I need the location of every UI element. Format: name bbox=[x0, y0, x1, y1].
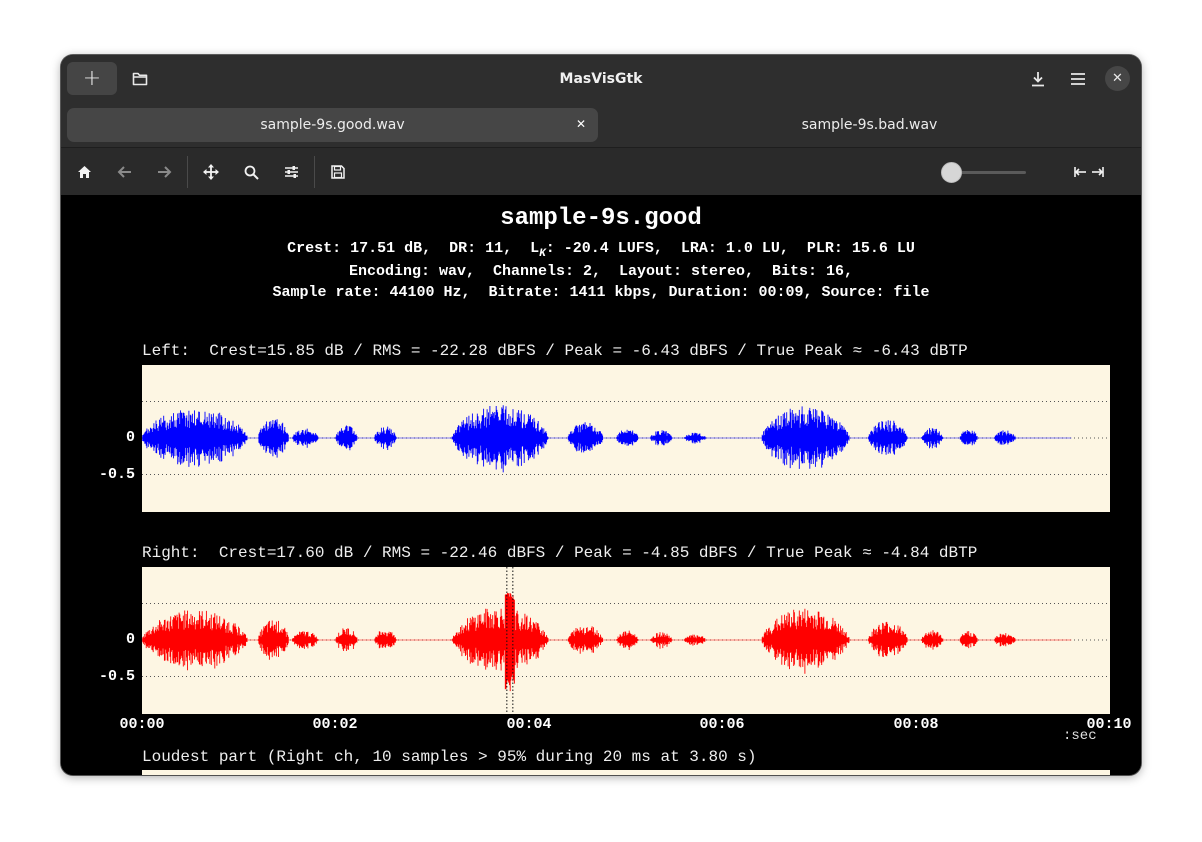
loudest-part-plot[interactable] bbox=[142, 770, 1110, 775]
plot-canvas[interactable]: sample-9s.good Crest: 17.51 dB, DR: 11, … bbox=[61, 195, 1141, 775]
left-waveform-trace bbox=[142, 405, 1072, 473]
xtick-2: 00:04 bbox=[506, 716, 552, 733]
home-icon bbox=[77, 166, 91, 178]
new-window-button[interactable]: + bbox=[67, 62, 117, 95]
summary-text-a: Crest: 17.51 dB, DR: 11, L bbox=[287, 240, 540, 257]
tab-sample-bad[interactable]: sample-9s.bad.wav bbox=[604, 108, 1135, 142]
header-bar: + MasVisGtk ✕ bbox=[61, 55, 1141, 102]
right-waveform-trace bbox=[142, 592, 1072, 692]
tab-label: sample-9s.good.wav bbox=[260, 117, 405, 133]
home-button[interactable] bbox=[69, 158, 99, 186]
left-channel-plot[interactable] bbox=[142, 365, 1110, 512]
zoom-slider-track[interactable] bbox=[943, 171, 1026, 174]
toolbar-separator bbox=[187, 156, 188, 188]
toolbar-separator bbox=[314, 156, 315, 188]
window-title: MasVisGtk bbox=[61, 55, 1141, 102]
x-unit-label: :sec bbox=[1063, 728, 1097, 744]
tab-sample-good[interactable]: sample-9s.good.wav ✕ bbox=[67, 108, 598, 142]
export-button[interactable] bbox=[1023, 62, 1053, 95]
tab-bar: sample-9s.good.wav ✕ sample-9s.bad.wav bbox=[61, 102, 1141, 148]
move-icon bbox=[203, 164, 219, 180]
tab-label: sample-9s.bad.wav bbox=[801, 117, 938, 133]
right-waveform bbox=[142, 567, 1110, 714]
xtick-1: 00:02 bbox=[312, 716, 358, 733]
folder-icon bbox=[132, 72, 148, 85]
plus-icon: + bbox=[82, 66, 102, 91]
xtick-4: 00:08 bbox=[893, 716, 939, 733]
close-icon: ✕ bbox=[1112, 71, 1123, 86]
magnifier-icon bbox=[244, 165, 259, 180]
floppy-disk-icon bbox=[331, 165, 345, 179]
report-summary-line: Crest: 17.51 dB, DR: 11, LK: -20.4 LUFS,… bbox=[61, 240, 1141, 260]
summary-text-b: : -20.4 LUFS, LRA: 1.0 LU, PLR: 15.6 LU bbox=[545, 240, 915, 257]
configure-subplots-button[interactable] bbox=[276, 158, 306, 186]
report-format-line: Sample rate: 44100 Hz, Bitrate: 1411 kbp… bbox=[272, 284, 930, 301]
open-file-button[interactable] bbox=[125, 62, 155, 95]
window-title-text: MasVisGtk bbox=[559, 70, 643, 87]
report-title: sample-9s.good bbox=[500, 205, 702, 232]
xtick-3: 00:06 bbox=[699, 716, 745, 733]
plot-toolbar bbox=[61, 148, 1141, 195]
hamburger-icon bbox=[1071, 72, 1085, 85]
zoom-button[interactable] bbox=[236, 158, 266, 186]
left-channel-label: Left: Crest=15.85 dB / RMS = -22.28 dBFS… bbox=[142, 342, 968, 360]
loudest-part-label: Loudest part (Right ch, 10 samples > 95%… bbox=[142, 748, 757, 766]
save-figure-button[interactable] bbox=[323, 158, 353, 186]
right-ytick-0: 0 bbox=[125, 631, 135, 648]
summary-subscript: K bbox=[539, 248, 546, 260]
right-channel-plot[interactable] bbox=[142, 567, 1110, 714]
zoom-slider-handle[interactable] bbox=[941, 162, 962, 183]
fit-width-icon bbox=[1074, 167, 1104, 177]
app-window: + MasVisGtk ✕ bbox=[61, 55, 1141, 775]
left-ytick-0: 0 bbox=[125, 429, 135, 446]
fit-width-button[interactable] bbox=[1073, 160, 1105, 184]
forward-button[interactable] bbox=[149, 158, 179, 186]
xtick-5: 00:10 bbox=[1086, 716, 1132, 733]
main-menu-button[interactable] bbox=[1063, 62, 1093, 95]
arrow-left-icon bbox=[117, 166, 131, 178]
report-encoding-line: Encoding: wav, Channels: 2, Layout: ster… bbox=[348, 263, 854, 280]
download-icon bbox=[1032, 71, 1044, 86]
sliders-icon bbox=[284, 166, 298, 178]
xtick-0: 00:00 bbox=[119, 716, 165, 733]
right-ytick-neg05: -0.5 bbox=[98, 668, 135, 685]
close-window-button[interactable]: ✕ bbox=[1105, 66, 1130, 91]
right-channel-label: Right: Crest=17.60 dB / RMS = -22.46 dBF… bbox=[142, 544, 978, 562]
tab-close-icon[interactable]: ✕ bbox=[575, 117, 587, 131]
left-waveform bbox=[142, 401, 1110, 475]
arrow-right-icon bbox=[157, 166, 171, 178]
left-ytick-neg05: -0.5 bbox=[98, 466, 135, 483]
back-button[interactable] bbox=[109, 158, 139, 186]
pan-button[interactable] bbox=[196, 158, 226, 186]
